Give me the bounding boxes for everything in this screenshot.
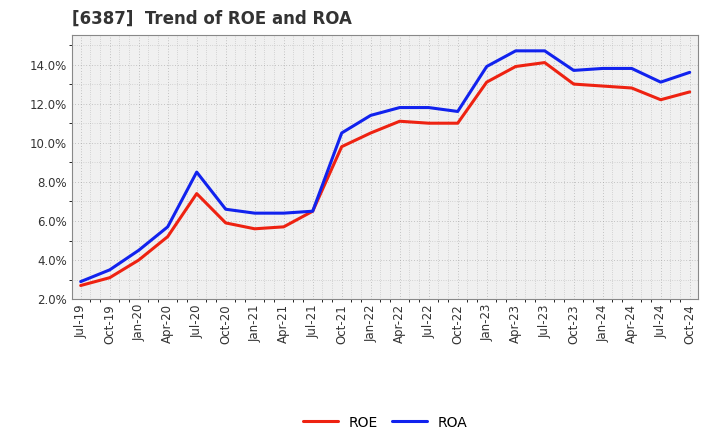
Line: ROA: ROA — [81, 51, 690, 282]
ROA — [541, 48, 549, 54]
ROA — [192, 169, 201, 175]
ROA — [251, 210, 259, 216]
ROE — [135, 257, 143, 263]
ROA — [627, 66, 636, 71]
ROA — [482, 64, 491, 69]
ROE — [685, 89, 694, 95]
ROE — [482, 80, 491, 85]
ROA — [163, 224, 172, 230]
ROE — [251, 226, 259, 231]
ROA — [598, 66, 607, 71]
ROE — [366, 130, 375, 136]
ROE — [424, 121, 433, 126]
Text: [6387]  Trend of ROE and ROA: [6387] Trend of ROE and ROA — [72, 10, 352, 28]
ROE — [598, 84, 607, 89]
ROA — [338, 130, 346, 136]
ROA — [395, 105, 404, 110]
ROA — [366, 113, 375, 118]
ROE — [541, 60, 549, 65]
ROA — [135, 248, 143, 253]
ROE — [338, 144, 346, 149]
ROE — [279, 224, 288, 230]
ROE — [570, 81, 578, 87]
ROE — [627, 85, 636, 91]
ROE — [163, 234, 172, 239]
ROE — [308, 209, 317, 214]
Legend: ROE, ROA: ROE, ROA — [303, 415, 467, 429]
ROE — [395, 119, 404, 124]
ROA — [685, 70, 694, 75]
ROA — [105, 267, 114, 272]
ROA — [308, 209, 317, 214]
ROA — [511, 48, 520, 54]
Line: ROE: ROE — [81, 62, 690, 286]
ROE — [221, 220, 230, 226]
ROA — [570, 68, 578, 73]
ROA — [76, 279, 85, 284]
ROE — [192, 191, 201, 196]
ROA — [279, 210, 288, 216]
ROA — [454, 109, 462, 114]
ROE — [76, 283, 85, 288]
ROA — [221, 207, 230, 212]
ROA — [657, 80, 665, 85]
ROE — [511, 64, 520, 69]
ROA — [424, 105, 433, 110]
ROE — [105, 275, 114, 280]
ROE — [454, 121, 462, 126]
ROE — [657, 97, 665, 103]
